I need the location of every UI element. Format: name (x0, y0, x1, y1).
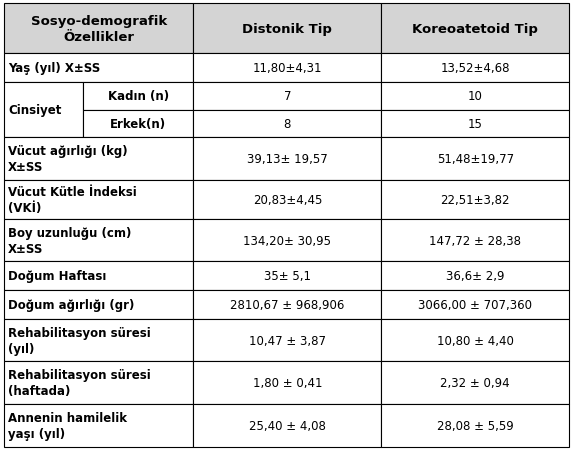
Text: 25,40 ± 4,08: 25,40 ± 4,08 (249, 419, 326, 432)
Bar (382, 180, 569, 220)
Bar (382, 319, 569, 362)
Text: Erkek(n): Erkek(n) (111, 118, 166, 131)
Text: 51,48±19,77: 51,48±19,77 (437, 152, 514, 166)
Bar (193, 319, 382, 362)
Text: Distonik Tip: Distonik Tip (242, 23, 332, 36)
Text: 28,08 ± 5,59: 28,08 ± 5,59 (437, 419, 513, 432)
Bar (4, 83, 84, 138)
Bar (4, 319, 193, 362)
Text: Rehabilitasyon süresi
(haftada): Rehabilitasyon süresi (haftada) (8, 368, 151, 397)
Bar (193, 362, 382, 404)
Bar (4, 138, 193, 180)
Text: 36,6± 2,9: 36,6± 2,9 (446, 270, 504, 283)
Bar (193, 4, 382, 54)
Bar (193, 138, 382, 180)
Text: Boy uzunluğu (cm)
X±SS: Boy uzunluğu (cm) X±SS (8, 226, 131, 255)
Text: 13,52±4,68: 13,52±4,68 (441, 62, 510, 75)
Text: Kadın (n): Kadın (n) (108, 90, 169, 103)
Text: Doğum ağırlığı (gr): Doğum ağırlığı (gr) (8, 299, 135, 312)
Text: 147,72 ± 28,38: 147,72 ± 28,38 (429, 234, 521, 247)
Bar (4, 54, 193, 83)
Text: 8: 8 (284, 118, 291, 131)
Text: 20,83±4,45: 20,83±4,45 (253, 193, 322, 207)
Text: Vücut ağırlığı (kg)
X±SS: Vücut ağırlığı (kg) X±SS (8, 145, 128, 174)
Text: 10: 10 (468, 90, 482, 103)
Bar (382, 362, 569, 404)
Bar (193, 54, 382, 83)
Text: Sosyo-demografik
Özellikler: Sosyo-demografik Özellikler (30, 14, 167, 43)
Bar (4, 4, 193, 54)
Bar (4, 404, 193, 447)
Text: Cinsiyet: Cinsiyet (8, 104, 61, 117)
Text: 15: 15 (468, 118, 482, 131)
Text: 3066,00 ± 707,360: 3066,00 ± 707,360 (418, 299, 532, 312)
Bar (382, 262, 569, 290)
Bar (84, 110, 193, 138)
Text: 35± 5,1: 35± 5,1 (264, 270, 311, 283)
Bar (84, 83, 193, 110)
Text: Koreoatetoid Tip: Koreoatetoid Tip (412, 23, 538, 36)
Text: 39,13± 19,57: 39,13± 19,57 (247, 152, 328, 166)
Bar (193, 404, 382, 447)
Text: Doğum Haftası: Doğum Haftası (8, 270, 107, 283)
Text: 7: 7 (284, 90, 291, 103)
Text: Rehabilitasyon süresi
(yıl): Rehabilitasyon süresi (yıl) (8, 326, 151, 355)
Text: 1,80 ± 0,41: 1,80 ± 0,41 (253, 376, 322, 389)
Text: 10,80 ± 4,40: 10,80 ± 4,40 (437, 334, 513, 347)
Text: 22,51±3,82: 22,51±3,82 (441, 193, 510, 207)
Bar (4, 262, 193, 290)
Bar (4, 362, 193, 404)
Bar (4, 220, 193, 262)
Bar (4, 180, 193, 220)
Text: 134,20± 30,95: 134,20± 30,95 (244, 234, 331, 247)
Bar (193, 290, 382, 319)
Bar (382, 404, 569, 447)
Bar (382, 54, 569, 83)
Bar (4, 290, 193, 319)
Text: 2810,67 ± 968,906: 2810,67 ± 968,906 (230, 299, 344, 312)
Bar (382, 83, 569, 110)
Bar (193, 180, 382, 220)
Text: Yaş (yıl) X±SS: Yaş (yıl) X±SS (8, 62, 100, 75)
Bar (193, 110, 382, 138)
Text: 10,47 ± 3,87: 10,47 ± 3,87 (249, 334, 326, 347)
Bar (193, 83, 382, 110)
Text: 2,32 ± 0,94: 2,32 ± 0,94 (441, 376, 510, 389)
Text: Vücut Kütle İndeksi
(VKİ): Vücut Kütle İndeksi (VKİ) (8, 185, 137, 214)
Bar (382, 290, 569, 319)
Bar (382, 4, 569, 54)
Bar (382, 220, 569, 262)
Bar (193, 262, 382, 290)
Bar (382, 138, 569, 180)
Bar (193, 220, 382, 262)
Bar (382, 110, 569, 138)
Text: Annenin hamilelik
yaşı (yıl): Annenin hamilelik yaşı (yıl) (8, 411, 127, 440)
Text: 11,80±4,31: 11,80±4,31 (253, 62, 322, 75)
